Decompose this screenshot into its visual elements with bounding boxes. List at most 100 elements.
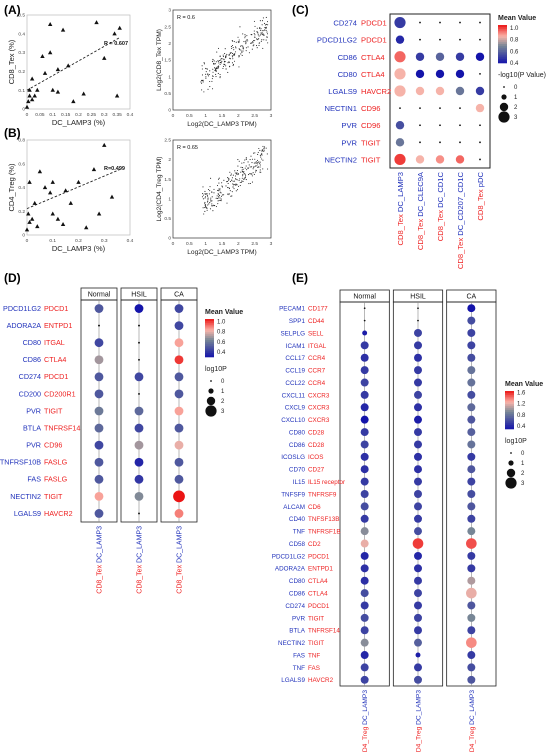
column-target: CD8_Tex <box>97 564 104 593</box>
group-header-label: Normal <box>88 292 111 299</box>
interaction-dot <box>467 452 476 461</box>
data-point <box>204 197 206 199</box>
interaction-dot <box>455 86 465 96</box>
data-point <box>202 198 204 200</box>
colorbar-segment <box>498 25 507 28</box>
size-legend-dot <box>206 396 216 406</box>
data-point <box>245 175 247 177</box>
receptor-label: CTLA4 <box>361 53 385 62</box>
data-point <box>241 51 243 54</box>
x-tick-label: 0 <box>26 238 29 244</box>
receptor-label: TIGIT <box>308 615 324 622</box>
data-point <box>204 201 206 204</box>
receptor-label: CD177 <box>308 306 328 313</box>
receptor-label: ITGAL <box>308 343 327 350</box>
data-point <box>202 207 204 209</box>
column-target: CD8_Tex <box>396 214 405 245</box>
colorbar-tick: 1.0 <box>217 320 226 326</box>
interaction-dot <box>360 663 369 672</box>
column-label: CD4_Treg DC_LAMP3 <box>416 690 423 752</box>
receptor-label: CD96 <box>44 441 62 450</box>
data-point <box>202 80 204 82</box>
data-point <box>240 45 242 47</box>
data-point <box>236 169 238 172</box>
interaction-dot <box>467 366 476 375</box>
interaction-dot <box>414 378 422 387</box>
data-point <box>201 68 203 70</box>
plot-frame <box>26 139 131 236</box>
ligand-label: PVR <box>341 138 357 147</box>
interaction-dot <box>414 502 422 511</box>
interaction-dot <box>94 491 104 501</box>
data-point <box>242 172 244 174</box>
column-source: DC_LAMP3 <box>97 526 104 563</box>
data-point <box>241 177 243 179</box>
interaction-dot <box>467 341 476 350</box>
interaction-dot <box>459 21 461 24</box>
data-point <box>233 188 235 190</box>
ligand-label: TNFRSF10B <box>0 458 41 467</box>
data-point <box>253 40 255 42</box>
data-point <box>208 203 210 205</box>
interaction-dot <box>467 328 476 337</box>
ligand-label: CD86 <box>289 590 306 597</box>
data-point <box>229 65 231 67</box>
column-source: DC_LAMP3 <box>137 526 144 563</box>
data-point <box>228 61 230 63</box>
colorbar-segment <box>505 392 514 396</box>
data-point <box>244 34 246 36</box>
data-point <box>114 93 120 98</box>
data-point <box>228 187 230 189</box>
receptor-label: CCR4 <box>308 380 326 387</box>
data-point <box>233 53 235 55</box>
column-target: CD8_Tex <box>177 564 184 593</box>
data-point <box>220 58 222 60</box>
column-label: CD8_Tex DC_LAMP3 <box>137 526 144 594</box>
colorbar-tick: 0.4 <box>217 350 226 356</box>
x-tick-label: 2 <box>237 241 240 247</box>
colorbar-segment <box>505 402 514 405</box>
data-point <box>249 173 251 175</box>
receptor-label: TIGIT <box>361 155 381 164</box>
data-point <box>251 173 253 175</box>
receptor-label: IL15 receptor <box>308 479 345 486</box>
interaction-dot <box>419 124 421 127</box>
y-axis-label: CD4_Treg (%) <box>7 163 16 212</box>
column-target: CD4_Treg <box>469 726 476 752</box>
size-legend-title: log10P <box>505 438 527 445</box>
colorbar-segment <box>205 347 214 350</box>
data-point <box>222 55 224 58</box>
data-point <box>237 173 240 175</box>
data-point <box>211 196 213 198</box>
data-point <box>235 183 237 185</box>
interaction-dot <box>435 69 445 79</box>
data-point <box>244 167 246 169</box>
interaction-dot <box>360 564 369 573</box>
x-tick-label: 1.5 <box>219 113 226 119</box>
interaction-dot <box>395 138 405 147</box>
color-legend-title: Mean Value <box>505 381 543 388</box>
receptor-label: CXCR3 <box>308 417 330 424</box>
data-point <box>91 167 97 172</box>
data-point <box>71 99 76 104</box>
receptor-label: CCR7 <box>308 368 326 375</box>
ligand-label: CD40 <box>289 516 306 523</box>
colorbar-segment <box>505 396 514 399</box>
size-legend-label: 3 <box>521 481 525 487</box>
data-point <box>205 76 207 78</box>
data-point <box>207 188 210 191</box>
size-legend-label: 1 <box>521 461 525 467</box>
data-point <box>225 185 227 187</box>
ligand-label: CD70 <box>289 467 306 474</box>
column-target: CD8_Tex <box>416 219 425 250</box>
data-point <box>230 51 232 54</box>
data-point <box>267 24 269 26</box>
interaction-dot <box>419 107 421 110</box>
data-point <box>227 177 229 179</box>
data-point <box>207 204 209 206</box>
data-point <box>206 209 208 211</box>
data-point <box>239 26 241 28</box>
data-point <box>244 173 246 176</box>
interaction-dot <box>467 502 476 511</box>
ligand-label: ADORA2A <box>7 321 42 330</box>
